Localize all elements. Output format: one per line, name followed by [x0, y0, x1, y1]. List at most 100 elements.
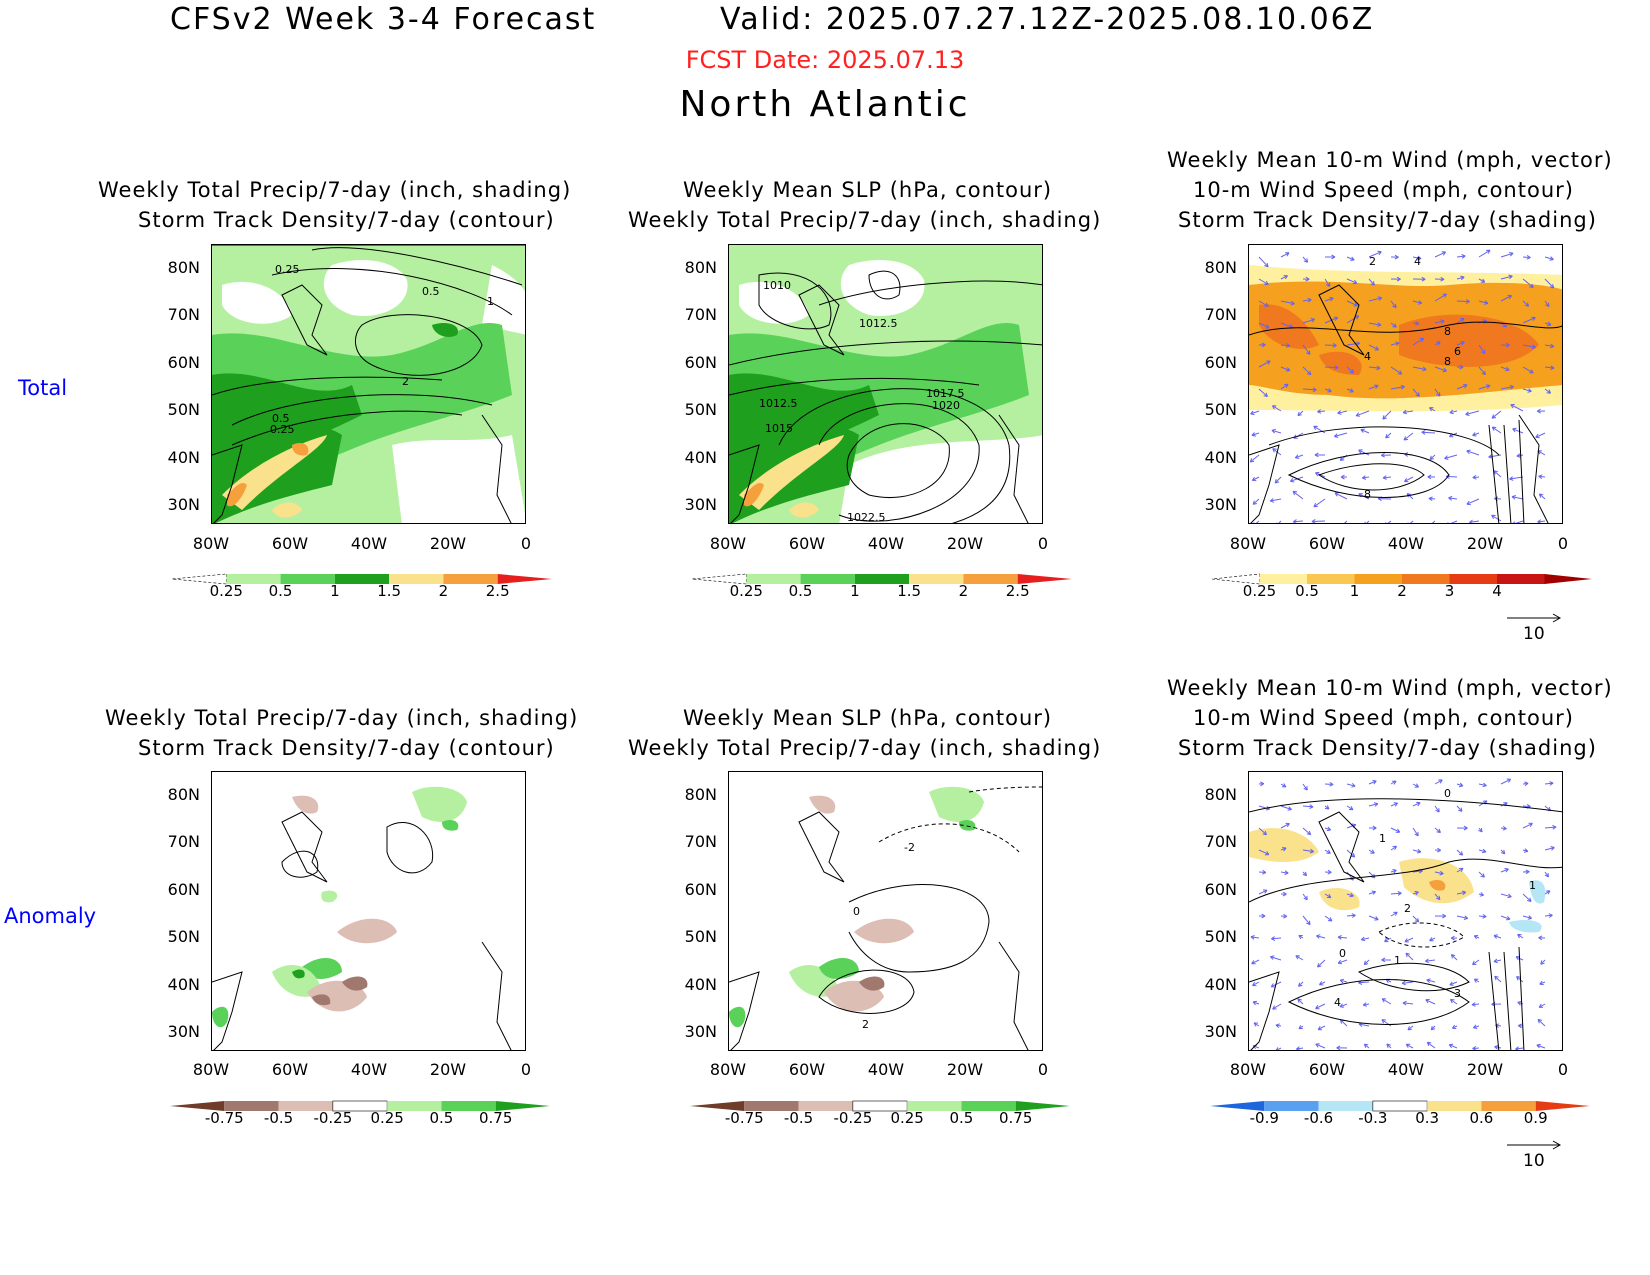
colorbar-swatch [1427, 1101, 1482, 1111]
wind-vector-arrow [1535, 432, 1546, 439]
wind-vector-arrow [1434, 251, 1447, 258]
panel-title-wind-total-line2: 10-m Wind Speed (mph, contour) [1193, 178, 1574, 202]
panel-title-wind-anom-line2: 10-m Wind Speed (mph, contour) [1193, 706, 1574, 730]
colorbar-label: 3 [1444, 582, 1455, 600]
wind-vector-arrow [1381, 998, 1392, 1005]
colorbar-label: 2.5 [485, 582, 510, 600]
wind-vector-arrow [1412, 915, 1420, 923]
contour-label: 0.25 [275, 263, 300, 276]
wind-vector-arrow [1456, 341, 1465, 346]
contour-label: 1022.5 [847, 511, 886, 524]
valid-period: Valid: 2025.07.27.12Z-2025.08.10.06Z [720, 2, 1375, 37]
colorbar-swatch [961, 1101, 1016, 1111]
colorbar-label: -0.25 [313, 1109, 353, 1127]
lon-tick: 60W [1308, 534, 1346, 553]
wind-vector-arrow [1272, 1003, 1282, 1010]
colorbar-label: 1 [1349, 582, 1360, 600]
panel-title-slp-anom-line1: Weekly Mean SLP (hPa, contour) [683, 706, 1053, 730]
colorbar-label: -0.75 [724, 1109, 764, 1127]
contour-label: 1 [1394, 954, 1401, 967]
wind-vector-arrow [1493, 934, 1502, 939]
wind-vector-arrow [1512, 520, 1524, 523]
wind-vector-arrow [1478, 344, 1486, 355]
wind-vector-arrow [1316, 934, 1326, 939]
wind-vector-arrow [1258, 869, 1267, 875]
wind-vector-arrow [1294, 454, 1304, 459]
wind-vector-arrow [1360, 428, 1370, 434]
wind-vector-arrow [1412, 827, 1419, 837]
wind-vector-arrow [1324, 297, 1334, 302]
lon-tick: 0 [1557, 534, 1569, 553]
wind-vector-arrow [1434, 276, 1445, 282]
lat-tick: 80N [684, 258, 717, 277]
wind-vector-arrow [1302, 387, 1317, 393]
wind-vector-arrow [1346, 366, 1355, 374]
wind-vector-arrow [1538, 493, 1546, 500]
wind-vector-arrow [1390, 366, 1403, 375]
colorbar-slp-precip-total: 0.25 0.5 1 1.5 2 2.5 [691, 570, 1082, 600]
wind-vector-arrow [1368, 802, 1379, 807]
lat-tick: 40N [167, 975, 200, 994]
contour-label: 4 [1364, 350, 1371, 363]
wind-vector-arrow [1368, 849, 1375, 854]
wind-vector-arrow [1280, 366, 1291, 372]
wind-vector-arrow [1346, 300, 1358, 307]
wind-vector-arrow [1403, 432, 1414, 441]
wind-vector-arrow [1500, 384, 1514, 390]
lon-tick: 60W [271, 534, 309, 553]
colorbar-label: 1 [330, 582, 340, 600]
wind-vector-arrow [1427, 474, 1436, 480]
lon-tick: 80W [1229, 1060, 1267, 1079]
wind-vector-arrow [1434, 341, 1441, 346]
lat-tick: 70N [684, 305, 717, 324]
wind-vector-arrow [1522, 316, 1536, 324]
colorbar-swatch [443, 574, 498, 584]
wind-vector-arrow [1369, 825, 1377, 831]
wind-vector-arrow [1500, 893, 1512, 899]
wind-vector-arrow [1253, 520, 1260, 523]
wind-vector-arrow [1412, 783, 1420, 788]
wind-vector-arrow [1509, 476, 1524, 481]
wind-vector-arrow [1346, 805, 1354, 811]
forecast-date: FCST Date: 2025.07.13 [685, 46, 965, 74]
wind-vector-arrow [1297, 998, 1304, 1005]
precip-anomaly-field [212, 772, 525, 1050]
wind-vector-arrow [1407, 1025, 1414, 1031]
colorbar-swatches [690, 1100, 1070, 1112]
wind-vector-arrow [1403, 476, 1414, 483]
lon-tick: 40W [1387, 534, 1425, 553]
wind-vector-arrow [1434, 847, 1442, 853]
wind-vector-arrow [1456, 254, 1466, 259]
wind-vector-arrow [1324, 805, 1330, 810]
wind-vector-arrow [1340, 474, 1348, 480]
wind-vector-arrow [1364, 520, 1370, 523]
panel-title-precip-anom-line2: Storm Track Density/7-day (contour) [138, 736, 555, 760]
wind-vector-arrow [1500, 778, 1512, 785]
lon-tick: 40W [1387, 1060, 1425, 1079]
wind-vector-arrow [1412, 890, 1419, 896]
colorbar-slp-precip-anomaly: -0.75 -0.5 -0.25 0.25 0.5 0.75 [690, 1097, 1080, 1127]
colorbar-swatch [800, 574, 855, 584]
wind-vector-arrow [1516, 976, 1524, 983]
wind-vector-arrow [1297, 410, 1304, 417]
wind-vector-arrow [1522, 893, 1532, 902]
colorbar-label: 2 [438, 582, 449, 600]
wind-vector-arrow [1390, 384, 1405, 390]
colorbar-swatch [1210, 1101, 1265, 1111]
wind-vector-arrow [1473, 978, 1480, 983]
wind-vector-arrow [1302, 318, 1316, 324]
colorbar-label: 0.25 [1242, 582, 1277, 600]
wind-vector-arrow [1258, 781, 1265, 787]
colorbar-swatch [746, 574, 801, 584]
wind-vector-arrow [1478, 848, 1487, 854]
wind-vector-arrow [1390, 254, 1399, 260]
lon-tick: 40W [350, 1060, 388, 1079]
wind-vector-arrow [1390, 780, 1397, 785]
wind-vector-arrow [1252, 1000, 1260, 1006]
lon-tick: 60W [1308, 1060, 1346, 1079]
wind-vector-arrow [1251, 432, 1260, 437]
colorbar-label: -0.6 [1303, 1109, 1334, 1127]
wind-vector-arrow [1298, 1025, 1304, 1030]
wind-vector-arrow [1390, 869, 1397, 874]
wind-vector-arrow [1544, 343, 1555, 349]
